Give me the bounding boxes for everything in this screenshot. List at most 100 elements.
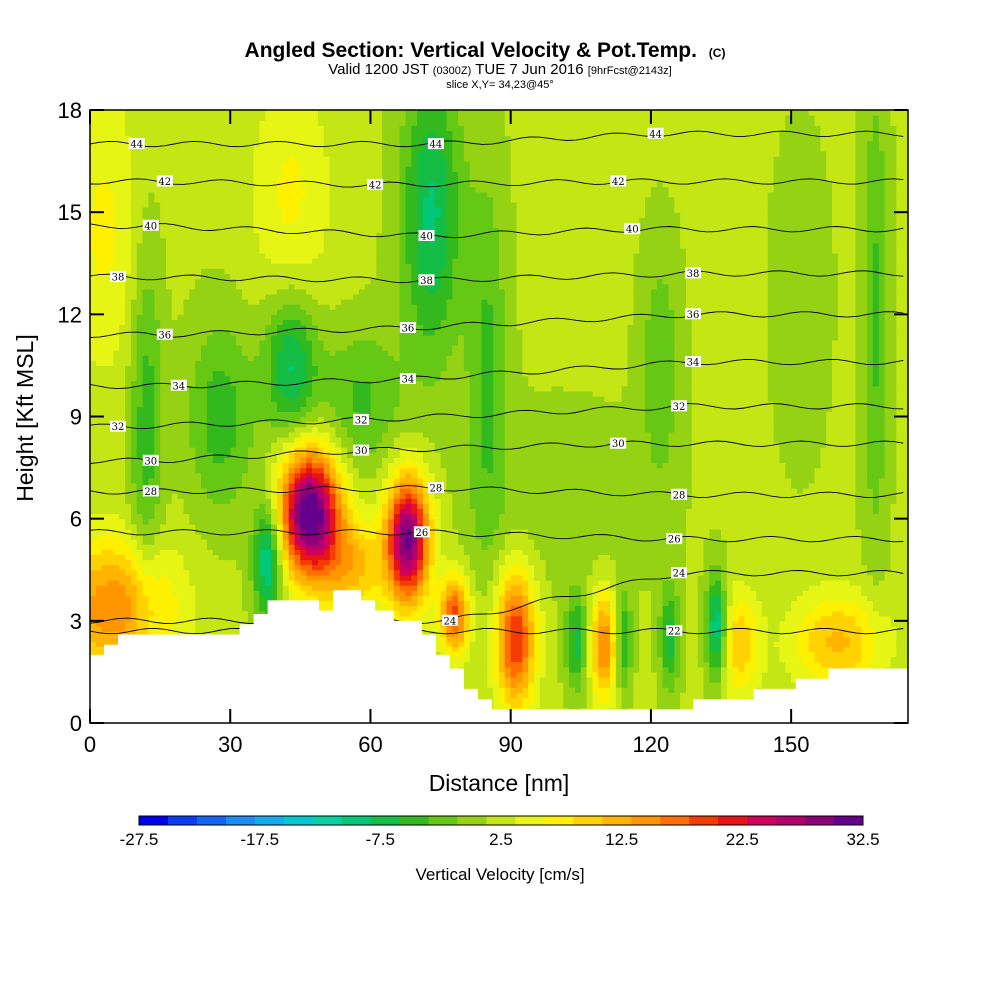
- velocity-cell: [101, 472, 109, 479]
- velocity-cell: [177, 314, 184, 320]
- velocity-cell: [259, 125, 266, 131]
- velocity-cell: [306, 196, 313, 203]
- velocity-cell: [90, 447, 97, 453]
- velocity-cell: [95, 447, 103, 453]
- velocity-cell: [312, 145, 319, 152]
- velocity-cell: [300, 447, 307, 453]
- velocity-cell: [230, 385, 237, 392]
- velocity-cell: [277, 396, 284, 402]
- velocity-cell: [265, 539, 272, 545]
- velocity-cell: [323, 222, 331, 229]
- velocity-cell: [206, 258, 214, 264]
- velocity-cell: [282, 574, 290, 581]
- velocity-cell: [259, 150, 266, 157]
- velocity-cell: [90, 442, 97, 448]
- velocity-cell: [288, 222, 296, 229]
- velocity-cell: [236, 181, 243, 188]
- velocity-cell: [125, 416, 132, 423]
- velocity-cell: [154, 156, 161, 162]
- velocity-cell: [317, 416, 325, 423]
- velocity-cell: [160, 247, 167, 254]
- velocity-cell: [195, 442, 202, 448]
- velocity-cell: [101, 227, 109, 234]
- velocity-cell: [154, 580, 161, 586]
- velocity-cell: [171, 513, 179, 520]
- velocity-cell: [294, 181, 301, 188]
- velocity-cell: [195, 426, 202, 433]
- velocity-cell: [136, 217, 144, 223]
- velocity-cell: [247, 411, 255, 418]
- velocity-cell: [113, 447, 120, 453]
- velocity-cell: [177, 217, 184, 223]
- velocity-cell: [113, 314, 120, 320]
- velocity-cell: [201, 554, 208, 561]
- velocity-cell: [218, 416, 225, 423]
- velocity-cell: [253, 467, 260, 474]
- velocity-cell: [95, 156, 103, 162]
- velocity-cell: [113, 452, 120, 458]
- velocity-cell: [224, 600, 231, 607]
- velocity-cell: [218, 186, 225, 193]
- velocity-cell: [101, 401, 109, 407]
- velocity-cell: [259, 452, 266, 458]
- velocity-cell: [95, 370, 103, 377]
- velocity-cell: [171, 365, 179, 372]
- velocity-cell: [312, 406, 319, 412]
- velocity-cell: [201, 442, 208, 448]
- velocity-cell: [177, 406, 184, 412]
- velocity-cell: [282, 559, 290, 566]
- velocity-cell: [101, 161, 109, 167]
- velocity-cell: [306, 120, 313, 126]
- velocity-cell: [201, 493, 208, 499]
- velocity-cell: [142, 600, 149, 607]
- velocity-cell: [236, 115, 243, 121]
- velocity-cell: [277, 549, 284, 555]
- velocity-cell: [206, 232, 214, 239]
- velocity-cell: [206, 156, 214, 162]
- velocity-cell: [253, 135, 260, 142]
- velocity-cell: [312, 293, 319, 300]
- velocity-cell: [323, 258, 331, 264]
- velocity-cell: [306, 156, 313, 162]
- velocity-cell: [130, 201, 138, 208]
- velocity-cell: [224, 462, 231, 469]
- velocity-cell: [218, 360, 225, 366]
- velocity-cell: [183, 600, 190, 607]
- velocity-cell: [277, 166, 284, 172]
- velocity-cell: [288, 595, 296, 601]
- velocity-cell: [300, 421, 307, 428]
- velocity-cell: [265, 431, 272, 438]
- velocity-cell: [236, 355, 243, 361]
- velocity-cell: [294, 258, 301, 264]
- velocity-cell: [259, 329, 266, 336]
- velocity-cell: [265, 304, 272, 310]
- velocity-cell: [101, 253, 109, 259]
- velocity-cell: [119, 513, 126, 520]
- velocity-cell: [329, 462, 336, 469]
- velocity-cell: [247, 196, 255, 203]
- velocity-cell: [230, 309, 237, 315]
- velocity-cell: [306, 191, 313, 198]
- velocity-cell: [230, 319, 237, 326]
- velocity-cell: [125, 482, 132, 489]
- velocity-cell: [241, 309, 249, 315]
- velocity-cell: [130, 247, 138, 254]
- velocity-cell: [218, 253, 225, 259]
- velocity-cell: [306, 166, 313, 172]
- velocity-cell: [160, 319, 167, 326]
- velocity-cell: [171, 186, 179, 193]
- velocity-cell: [212, 574, 220, 581]
- velocity-cell: [271, 299, 278, 305]
- velocity-cell: [329, 488, 336, 494]
- velocity-cell: [271, 166, 278, 172]
- velocity-cell: [212, 600, 220, 607]
- velocity-cell: [189, 610, 196, 617]
- velocity-cell: [107, 503, 114, 509]
- velocity-cell: [183, 447, 190, 453]
- velocity-cell: [277, 130, 284, 137]
- velocity-cell: [212, 201, 220, 208]
- velocity-cell: [271, 482, 278, 489]
- velocity-cell: [119, 380, 126, 387]
- velocity-cell: [195, 355, 202, 361]
- velocity-cell: [236, 544, 243, 550]
